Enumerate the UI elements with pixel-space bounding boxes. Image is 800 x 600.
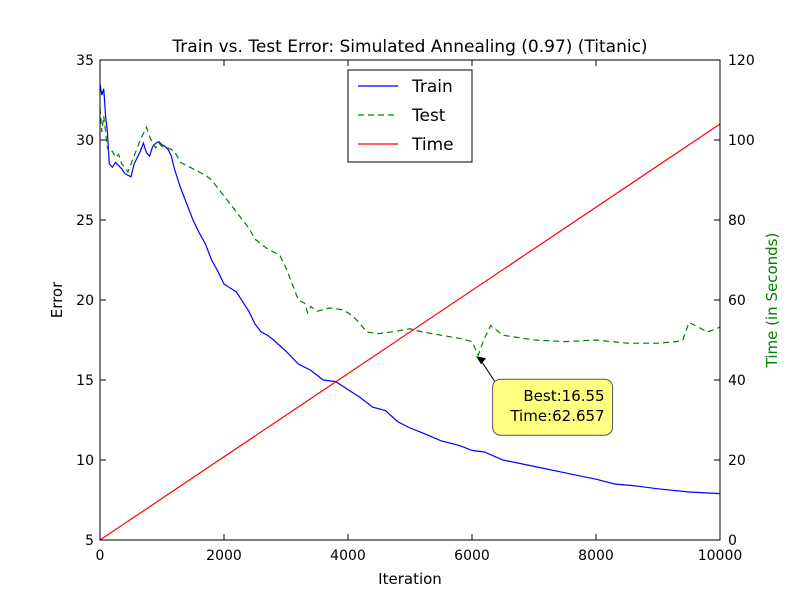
x-tick-label: 2000 xyxy=(206,548,242,564)
y-tick-label: 35 xyxy=(76,53,94,69)
annotation-box xyxy=(492,378,614,436)
series-line-train xyxy=(99,83,721,495)
y2-tick-label: 60 xyxy=(728,293,746,309)
best-annotation: Best:16.55 Time:62.657 xyxy=(476,356,614,436)
y-tick-label: 10 xyxy=(76,453,94,469)
x-axis-label: Iteration xyxy=(378,570,442,588)
y2-tick-label: 80 xyxy=(728,213,746,229)
y-tick-label: 20 xyxy=(76,293,94,309)
chart-title: Train vs. Test Error: Simulated Annealin… xyxy=(171,37,647,57)
plot-lines xyxy=(99,83,721,541)
legend-label: Time xyxy=(411,135,454,155)
annotation-arrow xyxy=(479,358,496,382)
y-tick-label: 25 xyxy=(76,213,94,229)
y-axis-ticks: 5 10 15 20 25 30 35 xyxy=(76,53,106,549)
series-line-time xyxy=(99,123,721,541)
y2-tick-label: 20 xyxy=(728,453,746,469)
legend-label: Test xyxy=(411,106,446,126)
y2-tick-label: 0 xyxy=(728,533,737,549)
legend-box xyxy=(347,69,473,163)
annotation-text: Time:62.657 xyxy=(509,407,604,425)
x-tick-label: 6000 xyxy=(454,548,490,564)
annotation-arrowhead xyxy=(476,356,487,365)
x-tick-label: 10000 xyxy=(698,548,743,564)
legend: Train Test Time xyxy=(347,69,473,163)
x-tick-label: 8000 xyxy=(578,548,614,564)
series-line-test xyxy=(99,107,721,357)
y-axis-label: Error xyxy=(48,281,66,318)
y-tick-label: 30 xyxy=(76,133,94,149)
annotation-text: Best:16.55 xyxy=(523,387,604,405)
y2-axis-ticks: 0 20 40 60 80 100 120 xyxy=(714,53,755,549)
y2-tick-label: 40 xyxy=(728,373,746,389)
x-tick-label: 0 xyxy=(96,548,105,564)
y-tick-label: 15 xyxy=(76,373,94,389)
legend-label: Train xyxy=(411,77,453,97)
x-tick-label: 4000 xyxy=(330,548,366,564)
y-tick-label: 5 xyxy=(85,533,94,549)
x-axis-ticks: 0 2000 4000 6000 8000 10000 xyxy=(96,60,743,564)
y2-tick-label: 120 xyxy=(728,53,755,69)
y2-axis-label: Time (in Seconds) xyxy=(763,233,781,369)
y2-tick-label: 100 xyxy=(728,133,755,149)
